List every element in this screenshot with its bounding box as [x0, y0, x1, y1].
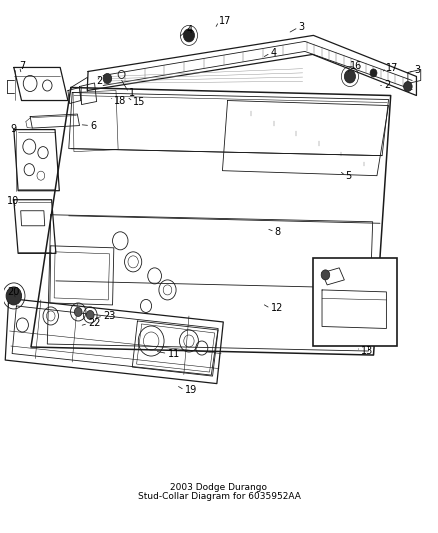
- Circle shape: [403, 82, 412, 92]
- Text: 10: 10: [7, 196, 19, 206]
- Text: 17: 17: [219, 17, 231, 26]
- Text: 23: 23: [103, 311, 116, 321]
- Text: 20: 20: [7, 287, 20, 297]
- Text: 4: 4: [271, 48, 277, 58]
- Text: 16: 16: [350, 61, 362, 71]
- Circle shape: [321, 270, 330, 280]
- Text: 1: 1: [129, 87, 135, 98]
- Circle shape: [103, 74, 112, 84]
- Text: 15: 15: [133, 96, 145, 107]
- Circle shape: [6, 287, 21, 305]
- Circle shape: [370, 69, 377, 77]
- Text: 3: 3: [298, 22, 304, 33]
- Text: 11: 11: [167, 349, 180, 359]
- Circle shape: [344, 70, 356, 83]
- FancyBboxPatch shape: [314, 259, 397, 346]
- Text: 19: 19: [185, 385, 197, 395]
- Text: 8: 8: [275, 227, 281, 237]
- Text: 5: 5: [346, 171, 352, 181]
- Text: 12: 12: [271, 303, 283, 313]
- Text: 2: 2: [384, 80, 391, 91]
- Text: 3: 3: [414, 66, 420, 76]
- Text: 18: 18: [114, 95, 126, 106]
- Text: 7: 7: [19, 61, 26, 71]
- Circle shape: [184, 29, 194, 42]
- Text: 2003 Dodge Durango: 2003 Dodge Durango: [170, 483, 268, 492]
- Text: 9: 9: [10, 124, 16, 134]
- Text: 13: 13: [360, 346, 373, 356]
- Text: 17: 17: [386, 63, 399, 73]
- Text: 6: 6: [90, 120, 96, 131]
- Text: Stud-Collar Diagram for 6035952AA: Stud-Collar Diagram for 6035952AA: [138, 492, 300, 501]
- Text: 4: 4: [187, 26, 193, 35]
- Circle shape: [74, 308, 82, 317]
- Text: 22: 22: [88, 319, 101, 328]
- Circle shape: [86, 310, 94, 319]
- Text: 2: 2: [97, 76, 103, 86]
